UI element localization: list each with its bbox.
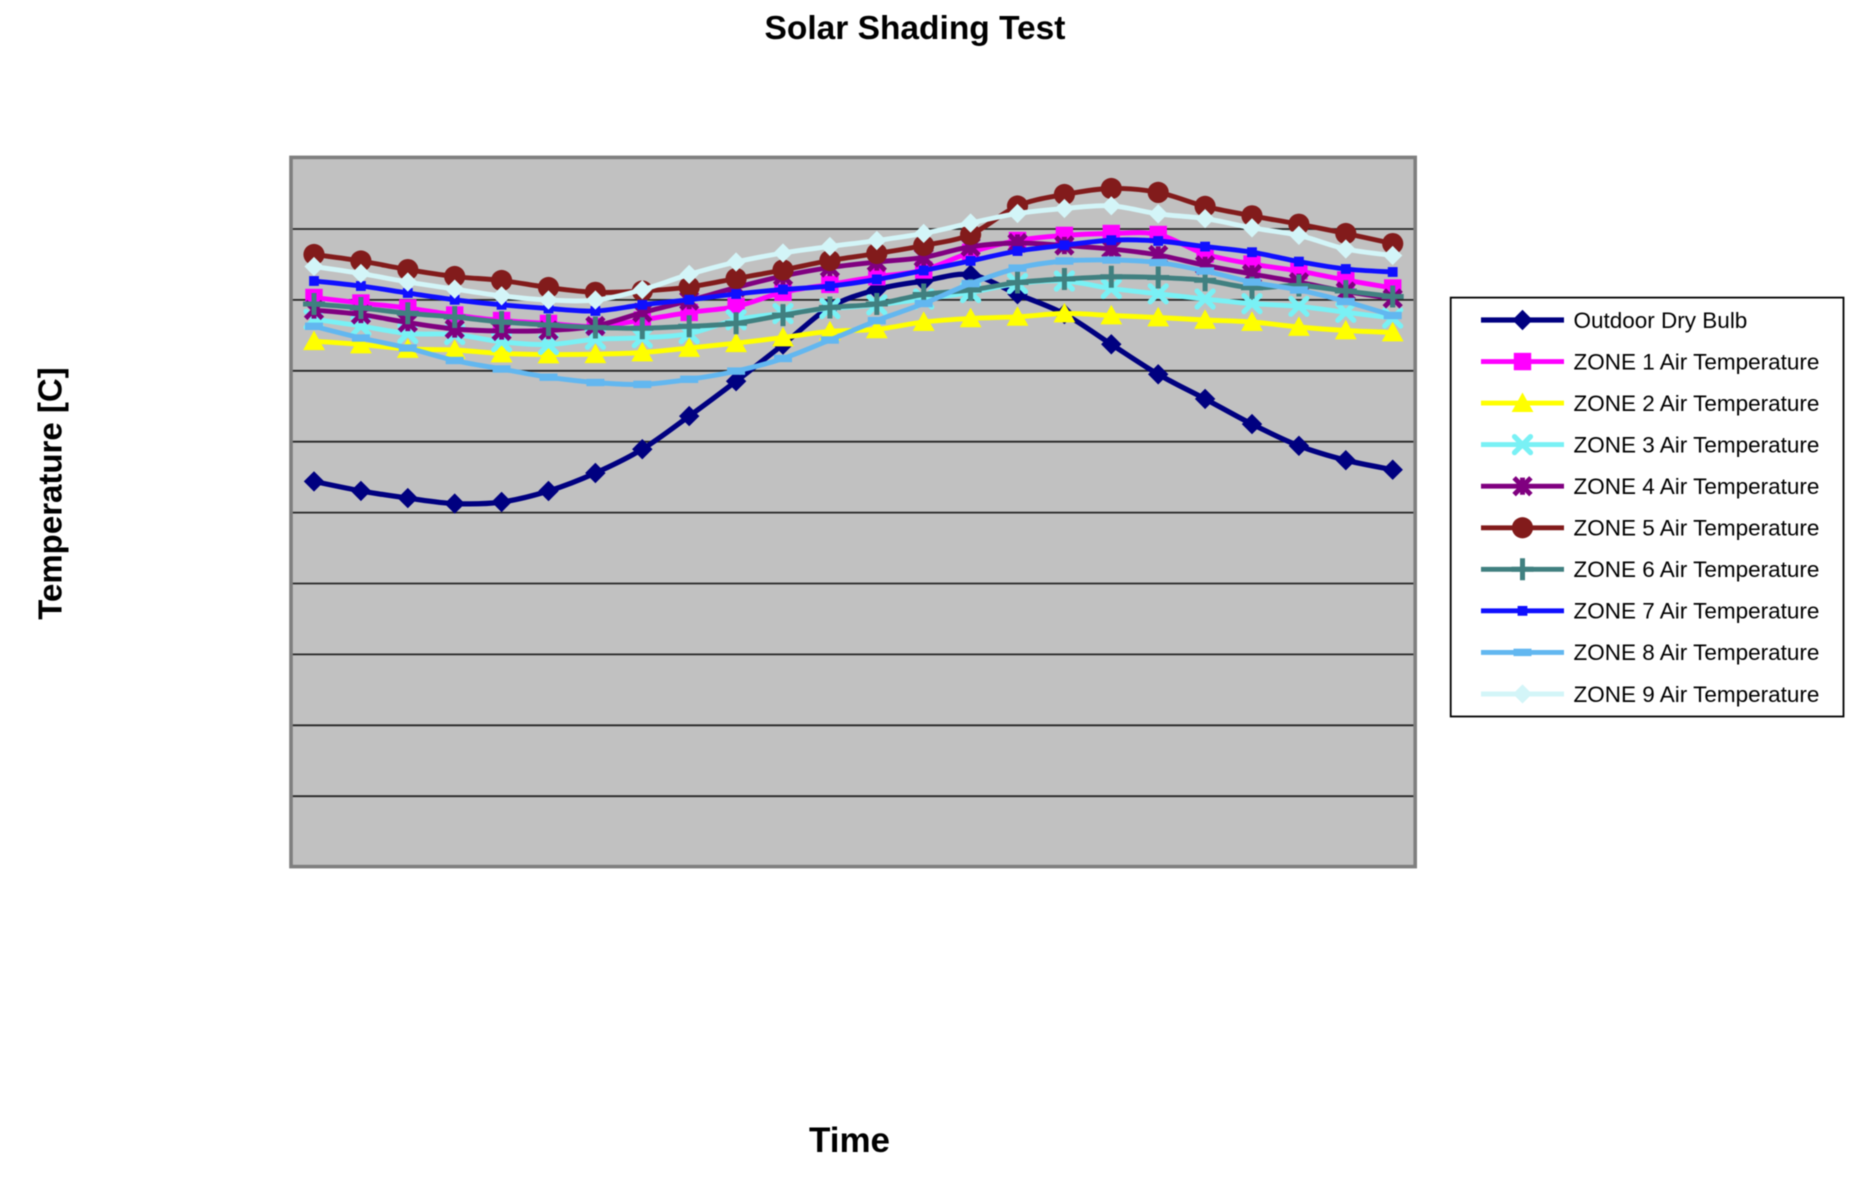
svg-text:Solar Shading Test: Solar Shading Test (765, 10, 1066, 47)
svg-text:Time: Time (809, 1121, 890, 1160)
svg-text:Outdoor Dry Bulb: Outdoor Dry Bulb (1574, 308, 1748, 333)
svg-text:ZONE 4 Air Temperature: ZONE 4 Air Temperature (1574, 474, 1820, 499)
svg-text:ZONE 3 Air Temperature: ZONE 3 Air Temperature (1574, 432, 1820, 457)
svg-text:ZONE 7 Air Temperature: ZONE 7 Air Temperature (1574, 599, 1820, 624)
svg-text:ZONE 8 Air Temperature: ZONE 8 Air Temperature (1574, 640, 1820, 665)
svg-text:ZONE 1 Air Temperature: ZONE 1 Air Temperature (1574, 349, 1820, 374)
svg-text:ZONE 5 Air Temperature: ZONE 5 Air Temperature (1574, 516, 1820, 541)
svg-text:ZONE 9 Air Temperature: ZONE 9 Air Temperature (1574, 682, 1820, 707)
svg-text:ZONE 6 Air Temperature: ZONE 6 Air Temperature (1574, 557, 1820, 582)
svg-text:ZONE 2 Air Temperature: ZONE 2 Air Temperature (1574, 391, 1820, 416)
svg-text:Temperature [C]: Temperature [C] (32, 367, 69, 619)
